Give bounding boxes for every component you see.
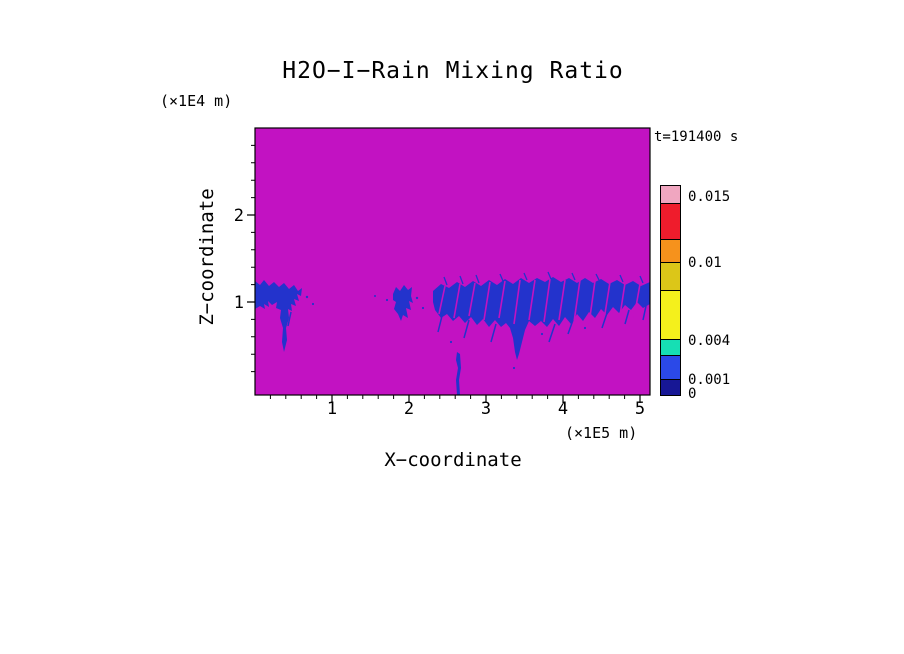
rain-cell-small bbox=[393, 285, 413, 321]
rain-band-left bbox=[255, 280, 302, 352]
y-tick-label-2: 2 bbox=[233, 206, 244, 226]
colorbar-label-001: 0.01 bbox=[688, 255, 722, 271]
colorbar-segment-turquoise bbox=[661, 340, 680, 357]
colorbar-segment-mustard bbox=[661, 262, 680, 291]
colorbar-segment-orange bbox=[661, 239, 680, 263]
rain-shaft-narrow bbox=[456, 352, 461, 395]
colorbar-segment-pink bbox=[661, 186, 680, 204]
x-axis-unit-label: (×1E5 m) bbox=[565, 424, 638, 442]
x-tick-label-2: 2 bbox=[403, 399, 415, 419]
x-tick-label-4: 4 bbox=[557, 399, 569, 419]
colorbar-label-0001: 0.001 bbox=[688, 372, 731, 388]
colorbar-segment-red bbox=[661, 203, 680, 240]
colorbar-label-0015: 0.015 bbox=[688, 189, 731, 205]
colorbar-label-0: 0 bbox=[688, 386, 697, 402]
colorbar-segment-royal bbox=[661, 356, 680, 381]
y-axis-minor-ticks bbox=[251, 144, 255, 373]
plot-area bbox=[247, 127, 651, 403]
y-axis-major-ticks bbox=[247, 214, 255, 303]
chart-title: H2O−I−Rain Mixing Ratio bbox=[282, 58, 624, 84]
x-axis-major-ticks bbox=[331, 395, 641, 403]
time-annotation: t=191400 s bbox=[654, 129, 739, 145]
rain-speckles bbox=[305, 295, 587, 370]
x-axis-minor-ticks bbox=[269, 395, 626, 399]
x-tick-label-1: 1 bbox=[326, 399, 338, 419]
y-axis-title: Z−coordinate bbox=[196, 188, 218, 326]
colorbar-segment-navy bbox=[661, 380, 680, 395]
rain-top-whiskers bbox=[443, 271, 644, 286]
colorbar-label-0004: 0.004 bbox=[688, 333, 731, 349]
x-axis-title: X−coordinate bbox=[384, 449, 522, 471]
plot-frame bbox=[254, 127, 651, 396]
x-tick-label-3: 3 bbox=[480, 399, 492, 419]
y-axis-unit-label: (×1E4 m) bbox=[160, 92, 233, 110]
field-background bbox=[255, 128, 650, 395]
plot-canvas bbox=[247, 127, 651, 403]
y-tick-label-1: 1 bbox=[233, 293, 244, 313]
colorbar bbox=[660, 185, 681, 396]
x-tick-label-5: 5 bbox=[634, 399, 646, 419]
rain-band-hatch-texture bbox=[438, 278, 641, 325]
rain-virga-streaks bbox=[287, 305, 647, 343]
colorbar-segment-yellow bbox=[661, 290, 680, 341]
